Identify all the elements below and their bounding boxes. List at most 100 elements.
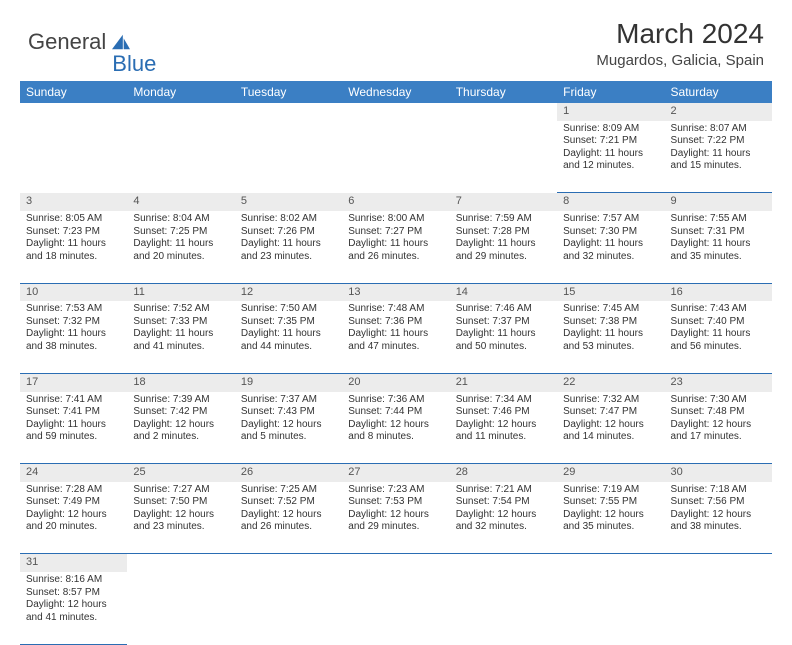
- daylight-text: Daylight: 11 hours and 50 minutes.: [456, 328, 551, 353]
- day-number-cell: 7: [450, 193, 557, 211]
- sunset-text: Sunset: 7:55 PM: [563, 496, 658, 509]
- day-number-cell: 16: [665, 283, 772, 301]
- sunset-text: Sunset: 7:28 PM: [456, 226, 551, 239]
- day-cell: [127, 572, 234, 644]
- day-number-cell: 22: [557, 373, 664, 391]
- day-cell: [235, 572, 342, 644]
- daylight-text: Daylight: 12 hours and 2 minutes.: [133, 419, 228, 444]
- day-cell: Sunrise: 7:32 AMSunset: 7:47 PMDaylight:…: [557, 392, 664, 464]
- sunset-text: Sunset: 7:26 PM: [241, 226, 336, 239]
- logo: General Blue: [28, 18, 156, 66]
- sunset-text: Sunset: 7:47 PM: [563, 406, 658, 419]
- sunset-text: Sunset: 7:30 PM: [563, 226, 658, 239]
- sunrise-text: Sunrise: 7:50 AM: [241, 303, 336, 316]
- logo-text-general: General: [28, 29, 106, 55]
- daylight-text: Daylight: 12 hours and 17 minutes.: [671, 419, 766, 444]
- daylight-text: Daylight: 11 hours and 53 minutes.: [563, 328, 658, 353]
- day-content-row: Sunrise: 8:16 AMSunset: 8:57 PMDaylight:…: [20, 572, 772, 644]
- day-number-cell: 27: [342, 464, 449, 482]
- day-number-cell: 26: [235, 464, 342, 482]
- day-cell: Sunrise: 7:41 AMSunset: 7:41 PMDaylight:…: [20, 392, 127, 464]
- sunset-text: Sunset: 7:43 PM: [241, 406, 336, 419]
- sunrise-text: Sunrise: 7:34 AM: [456, 394, 551, 407]
- day-number-cell: [235, 103, 342, 121]
- daylight-text: Daylight: 11 hours and 32 minutes.: [563, 238, 658, 263]
- page-title: March 2024: [596, 18, 764, 50]
- day-number-row: 31: [20, 554, 772, 572]
- sunrise-text: Sunrise: 8:02 AM: [241, 213, 336, 226]
- day-number-row: 3456789: [20, 193, 772, 211]
- day-number-cell: 23: [665, 373, 772, 391]
- daylight-text: Daylight: 11 hours and 26 minutes.: [348, 238, 443, 263]
- sunrise-text: Sunrise: 8:05 AM: [26, 213, 121, 226]
- day-number-cell: 4: [127, 193, 234, 211]
- daylight-text: Daylight: 11 hours and 20 minutes.: [133, 238, 228, 263]
- sunset-text: Sunset: 7:38 PM: [563, 316, 658, 329]
- day-number-cell: 25: [127, 464, 234, 482]
- day-number-cell: 2: [665, 103, 772, 121]
- day-number-cell: 17: [20, 373, 127, 391]
- sunrise-text: Sunrise: 8:09 AM: [563, 123, 658, 136]
- day-number-cell: [127, 554, 234, 572]
- day-cell: [665, 572, 772, 644]
- day-cell: Sunrise: 7:59 AMSunset: 7:28 PMDaylight:…: [450, 211, 557, 283]
- sunset-text: Sunset: 7:54 PM: [456, 496, 551, 509]
- day-cell: Sunrise: 8:00 AMSunset: 7:27 PMDaylight:…: [342, 211, 449, 283]
- daylight-text: Daylight: 11 hours and 47 minutes.: [348, 328, 443, 353]
- weekday-header-row: SundayMondayTuesdayWednesdayThursdayFrid…: [20, 81, 772, 103]
- title-block: March 2024 Mugardos, Galicia, Spain: [596, 18, 764, 69]
- day-number-cell: 1: [557, 103, 664, 121]
- weekday-header: Friday: [557, 81, 664, 103]
- sunrise-text: Sunrise: 7:57 AM: [563, 213, 658, 226]
- day-number-row: 17181920212223: [20, 373, 772, 391]
- sunrise-text: Sunrise: 7:19 AM: [563, 484, 658, 497]
- day-cell: Sunrise: 7:55 AMSunset: 7:31 PMDaylight:…: [665, 211, 772, 283]
- weekday-header: Saturday: [665, 81, 772, 103]
- day-cell: Sunrise: 7:36 AMSunset: 7:44 PMDaylight:…: [342, 392, 449, 464]
- weekday-header: Monday: [127, 81, 234, 103]
- weekday-header: Sunday: [20, 81, 127, 103]
- day-cell: [342, 121, 449, 193]
- sunset-text: Sunset: 7:23 PM: [26, 226, 121, 239]
- sunset-text: Sunset: 7:41 PM: [26, 406, 121, 419]
- sunrise-text: Sunrise: 7:53 AM: [26, 303, 121, 316]
- day-cell: Sunrise: 7:39 AMSunset: 7:42 PMDaylight:…: [127, 392, 234, 464]
- day-number-cell: 13: [342, 283, 449, 301]
- sunrise-text: Sunrise: 8:00 AM: [348, 213, 443, 226]
- day-cell: Sunrise: 8:04 AMSunset: 7:25 PMDaylight:…: [127, 211, 234, 283]
- sunrise-text: Sunrise: 7:21 AM: [456, 484, 551, 497]
- weekday-header: Wednesday: [342, 81, 449, 103]
- sunrise-text: Sunrise: 8:16 AM: [26, 574, 121, 587]
- sunrise-text: Sunrise: 7:18 AM: [671, 484, 766, 497]
- day-cell: Sunrise: 7:46 AMSunset: 7:37 PMDaylight:…: [450, 301, 557, 373]
- day-cell: [127, 121, 234, 193]
- day-cell: Sunrise: 7:23 AMSunset: 7:53 PMDaylight:…: [342, 482, 449, 554]
- day-number-cell: [342, 103, 449, 121]
- sunrise-text: Sunrise: 7:23 AM: [348, 484, 443, 497]
- day-cell: Sunrise: 8:05 AMSunset: 7:23 PMDaylight:…: [20, 211, 127, 283]
- day-number-cell: 6: [342, 193, 449, 211]
- day-number-cell: 30: [665, 464, 772, 482]
- sunrise-text: Sunrise: 8:07 AM: [671, 123, 766, 136]
- day-cell: [20, 121, 127, 193]
- day-number-row: 12: [20, 103, 772, 121]
- day-number-cell: 14: [450, 283, 557, 301]
- day-cell: [450, 572, 557, 644]
- sunset-text: Sunset: 7:40 PM: [671, 316, 766, 329]
- sunset-text: Sunset: 7:46 PM: [456, 406, 551, 419]
- header: General Blue March 2024 Mugardos, Galici…: [0, 0, 792, 75]
- day-cell: Sunrise: 7:27 AMSunset: 7:50 PMDaylight:…: [127, 482, 234, 554]
- day-number-cell: 12: [235, 283, 342, 301]
- daylight-text: Daylight: 11 hours and 56 minutes.: [671, 328, 766, 353]
- sunrise-text: Sunrise: 7:52 AM: [133, 303, 228, 316]
- day-cell: Sunrise: 7:48 AMSunset: 7:36 PMDaylight:…: [342, 301, 449, 373]
- day-cell: Sunrise: 7:19 AMSunset: 7:55 PMDaylight:…: [557, 482, 664, 554]
- day-number-cell: 8: [557, 193, 664, 211]
- daylight-text: Daylight: 12 hours and 32 minutes.: [456, 509, 551, 534]
- sunset-text: Sunset: 7:49 PM: [26, 496, 121, 509]
- daylight-text: Daylight: 12 hours and 20 minutes.: [26, 509, 121, 534]
- day-cell: Sunrise: 7:57 AMSunset: 7:30 PMDaylight:…: [557, 211, 664, 283]
- daylight-text: Daylight: 11 hours and 23 minutes.: [241, 238, 336, 263]
- daylight-text: Daylight: 12 hours and 8 minutes.: [348, 419, 443, 444]
- day-content-row: Sunrise: 8:05 AMSunset: 7:23 PM Daylight:…: [20, 211, 772, 283]
